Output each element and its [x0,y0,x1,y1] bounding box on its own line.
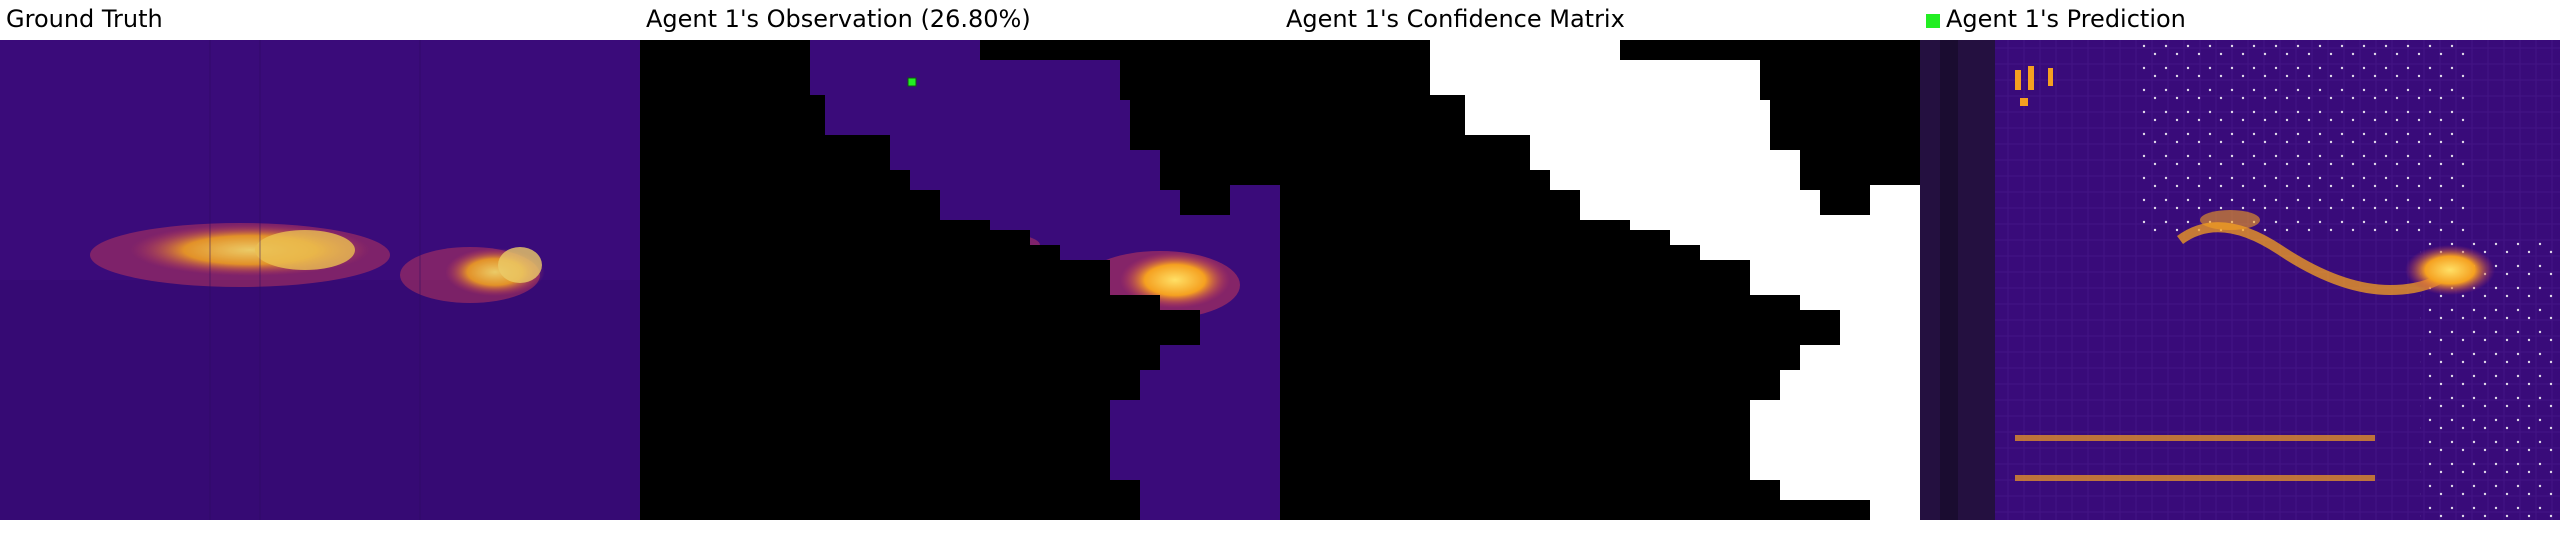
legend-label: Agent 1's Prediction [1946,5,2186,33]
observation-image [640,40,1280,520]
agent-legend-icon [1926,14,1940,28]
panel-title: Agent 1's Prediction [1926,4,2186,34]
ground-truth-image [0,40,640,520]
ground-truth-panel: Ground Truth [0,0,640,560]
confidence-matrix-image [1280,40,1920,520]
panel-title: Agent 1's Confidence Matrix [1286,5,1625,33]
panel-title: Agent 1's Observation (26.80%) [646,5,1031,33]
prediction-image [1920,40,2560,520]
agent-marker-icon [907,77,917,87]
observation-panel: Agent 1's Observation (26.80%) [640,0,1280,560]
confidence-panel: Agent 1's Confidence Matrix [1280,0,1920,560]
prediction-panel: Agent 1's Prediction [1920,0,2560,560]
panel-title: Ground Truth [6,5,163,33]
